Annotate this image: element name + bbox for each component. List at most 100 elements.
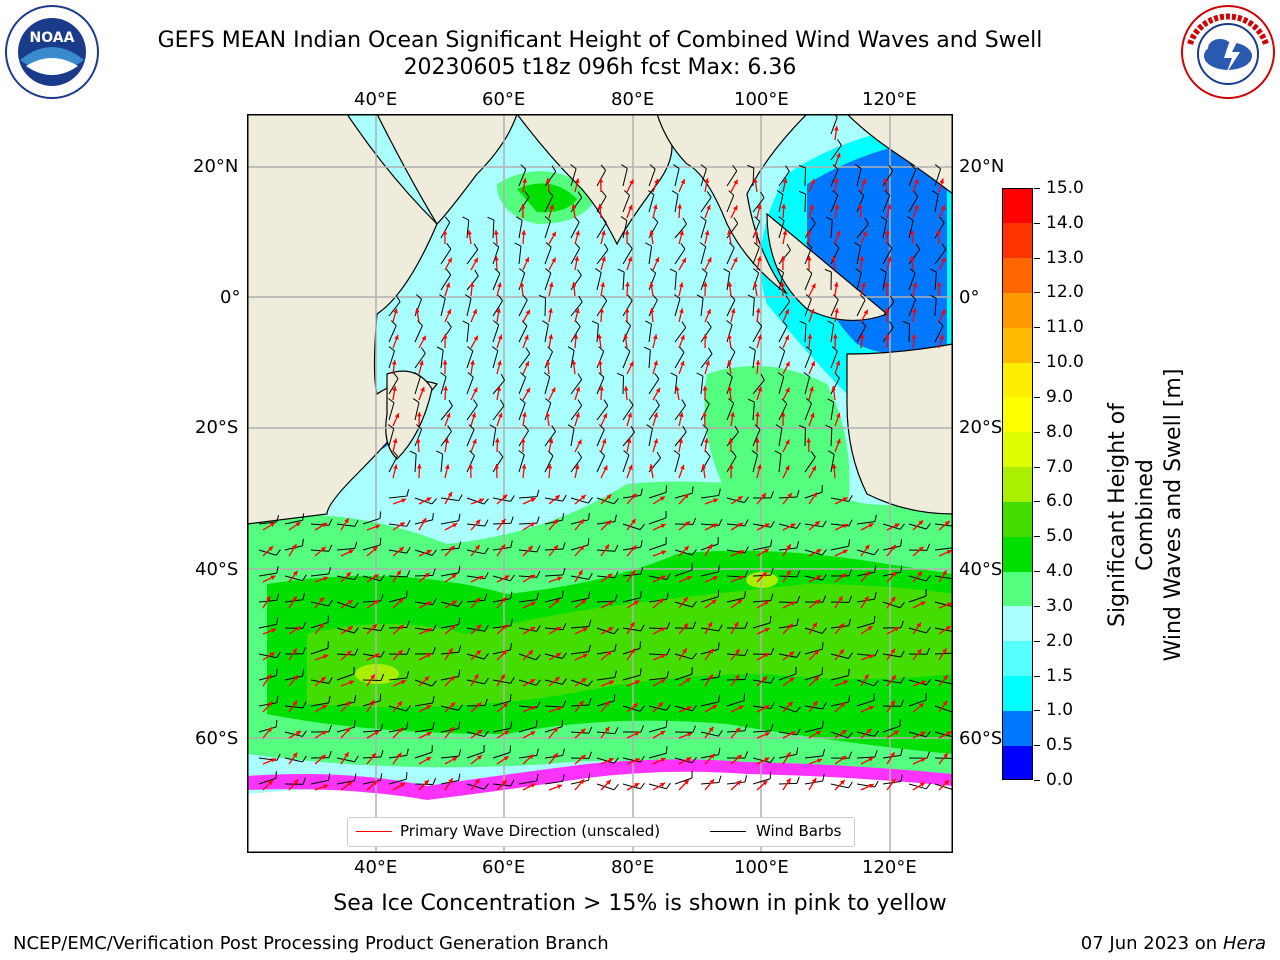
wind-barb — [570, 221, 580, 239]
wave-arrow-head — [756, 204, 762, 210]
wind-barb-flag — [487, 216, 495, 221]
wind-barb-flag — [907, 216, 914, 221]
wind-barb-flag — [728, 242, 735, 248]
colorbar-tick-mark — [1034, 257, 1040, 259]
wind-barb — [856, 195, 865, 213]
wind-barb — [440, 728, 459, 733]
wind-barb — [310, 702, 329, 707]
wave-arrow-head — [842, 549, 848, 555]
wave-arrow-head — [859, 334, 865, 339]
wind-barb — [778, 376, 785, 395]
wave-arrow-head — [839, 623, 845, 629]
wind-barb-flag — [925, 523, 931, 530]
wave-arrow-head — [649, 282, 654, 287]
wind-barb — [596, 549, 615, 552]
wave-arrow-head — [781, 204, 787, 209]
wave-arrow-head — [865, 571, 870, 577]
wind-barb — [622, 404, 634, 421]
wind-barb — [258, 599, 277, 603]
wind-barb — [726, 247, 735, 265]
wind-barb — [648, 491, 667, 499]
wave-arrow-head — [449, 727, 454, 733]
wind-barb — [778, 454, 782, 473]
sea-ice-caption: Sea Ice Concentration > 15% is shown in … — [333, 891, 947, 916]
wind-barb-flag — [858, 190, 865, 196]
wind-barb-flag — [889, 295, 895, 302]
wind-barb — [700, 754, 719, 759]
wave-arrow-head — [399, 522, 405, 527]
wind-barb-flag — [561, 590, 564, 598]
wind-barb-flag — [601, 216, 607, 223]
wave-arrow-head — [397, 701, 403, 707]
wind-barb — [778, 673, 797, 681]
wave-arrow-head — [292, 648, 297, 654]
colorbar-segment — [1002, 222, 1033, 259]
wave-arrow-head — [658, 702, 664, 708]
wind-barb — [856, 168, 862, 187]
wind-barb-flag — [515, 216, 523, 221]
wave-arrow-head — [471, 412, 477, 418]
wind-barb-flag — [770, 491, 774, 499]
wind-barb-flag — [718, 564, 720, 573]
wind-barb — [466, 455, 475, 473]
colorbar-tick-mark — [1034, 222, 1040, 224]
wave-arrow-head — [787, 493, 792, 499]
wind-barb-flag — [646, 424, 653, 429]
wave-arrow-head — [529, 522, 535, 527]
wind-barb-flag — [650, 268, 656, 274]
wind-barb-flag — [939, 216, 945, 223]
wave-direction-arrows — [262, 126, 953, 791]
wave-arrow-head — [393, 464, 398, 470]
wind-barb — [518, 496, 537, 499]
wind-barb-flag — [744, 672, 748, 680]
wind-barb — [518, 754, 537, 759]
wind-barb — [492, 727, 511, 733]
wind-barb-flag — [776, 190, 784, 195]
wind-barb-flag — [848, 652, 853, 659]
wind-barb — [622, 674, 641, 681]
wind-barb — [596, 677, 615, 681]
wind-barb-flag — [354, 773, 357, 781]
wave-arrow-head — [678, 282, 684, 288]
colorbar-label-line1: Significant Height of Combined — [1105, 402, 1158, 628]
wind-barb-flag — [774, 450, 782, 455]
wave-arrow-head — [687, 732, 693, 737]
wind-barb-flag — [484, 572, 489, 579]
wind-barb — [830, 675, 849, 681]
wind-barb — [388, 455, 398, 473]
wind-barb-flag — [624, 346, 631, 352]
wave-arrow-head — [660, 575, 666, 580]
wind-barb-flag — [614, 644, 617, 652]
wind-barb — [362, 653, 381, 658]
wind-barb-flag — [588, 512, 590, 520]
wind-barb — [908, 169, 917, 187]
wave-arrow-head — [814, 650, 820, 656]
wind-barb — [362, 679, 382, 682]
wind-barb — [778, 220, 785, 239]
wind-barb — [570, 457, 583, 473]
colorbar-label: Significant Height of Combined Wind Wave… — [1104, 365, 1186, 665]
wind-barb-flag — [796, 522, 801, 529]
wind-barb — [284, 731, 303, 737]
chart-subtitle: 20230605 t18z 096h fcst Max: 6.36 — [403, 55, 797, 80]
wave-arrow-head — [754, 438, 760, 443]
wind-barb-flag — [588, 644, 591, 652]
wind-barb-flag — [848, 751, 853, 759]
wave-arrow-head — [838, 596, 843, 602]
wind-barb-flag — [699, 242, 706, 248]
wave-arrow-head — [789, 677, 795, 683]
wind-barb-flag — [874, 750, 878, 758]
wave-arrow-head — [268, 546, 274, 552]
wind-barb-flag — [848, 519, 853, 527]
wind-barb-flag — [623, 450, 630, 456]
wave-arrow-head — [785, 465, 790, 471]
wave-arrow-head — [736, 780, 742, 786]
wave-arrow-head — [606, 651, 612, 656]
wave-arrow-head — [727, 386, 733, 391]
wind-barb-flag — [328, 599, 333, 607]
wind-barb-flag — [785, 295, 791, 302]
wind-barb — [518, 627, 537, 632]
wind-barb-flag — [535, 654, 541, 661]
wind-barb — [414, 454, 417, 473]
wind-barb-flag — [587, 497, 593, 504]
